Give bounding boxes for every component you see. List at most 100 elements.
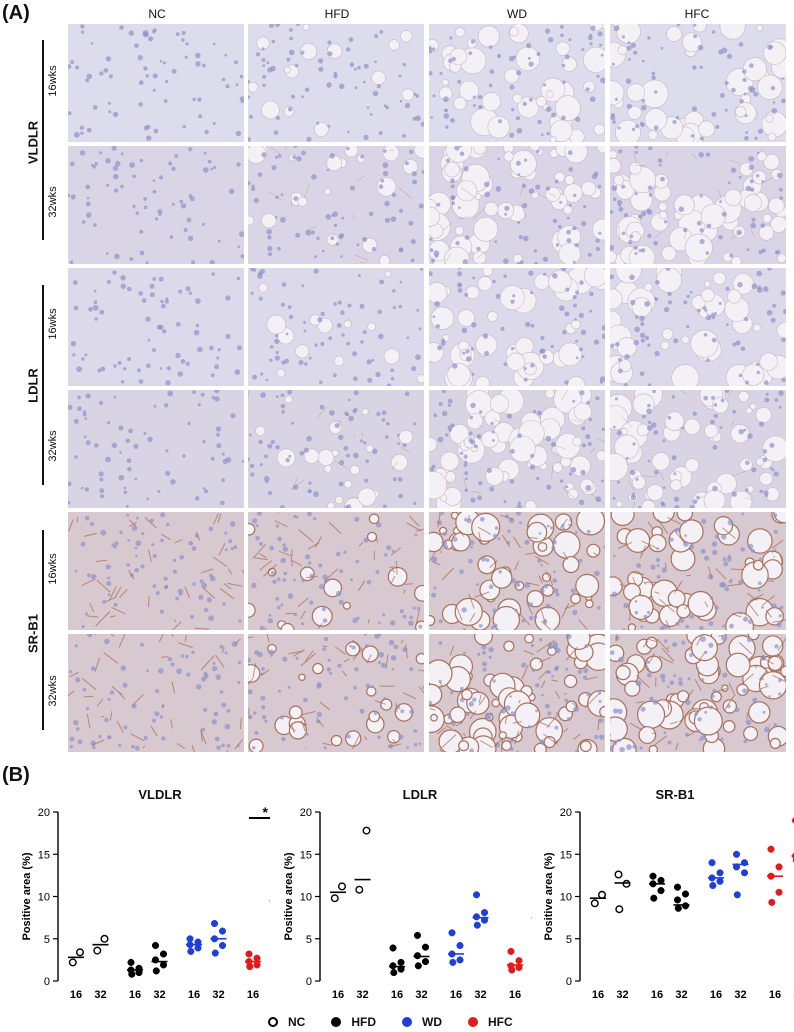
data-point-wd-16: [448, 929, 456, 937]
data-point-hfd-32: [681, 902, 690, 910]
x-tick-label: 32: [734, 989, 746, 1000]
data-point-nc-16: [337, 882, 346, 891]
data-point-wd-32: [740, 869, 749, 877]
data-point-wd-32: [732, 850, 741, 858]
stain-bracket-vldlr: [42, 40, 44, 240]
significance-marker: *: [263, 804, 269, 820]
column-header-hfd: HFD: [324, 7, 350, 21]
column-header-nc: NC: [148, 7, 166, 21]
histology-image-srb1-32-wd: [429, 634, 605, 752]
data-point-wd-16: [456, 941, 464, 950]
data-point-hfd-32: [414, 962, 422, 970]
data-point-hfd-32: [673, 896, 682, 904]
x-tick-label: 16: [769, 989, 781, 1000]
data-point-nc-32: [622, 879, 631, 888]
legend-item-wd: WD: [402, 1015, 442, 1029]
chart-legend: NC HFD WD HFC: [268, 1015, 513, 1029]
histology-image-ldlr-32-wd: [429, 390, 605, 508]
y-tick-label: 10: [300, 892, 312, 904]
data-point-nc-16: [75, 948, 84, 957]
data-point-hfd-16: [390, 969, 398, 977]
data-point-hfd-32: [152, 967, 160, 975]
data-point-nc-32: [362, 826, 371, 835]
data-point-hfd-32: [681, 890, 690, 898]
y-tick-label: 15: [300, 849, 312, 861]
y-tick-label: 20: [300, 807, 312, 819]
data-point-hfd-16: [657, 887, 665, 895]
data-point-hfd-32: [159, 950, 168, 958]
data-point-hfc-16: [515, 957, 523, 965]
y-tick-label: 20: [38, 807, 50, 819]
data-point-wd-16: [716, 877, 724, 885]
y-tick-label: 15: [560, 849, 572, 861]
data-point-hfc-16: [767, 845, 775, 853]
data-point-nc-32: [100, 934, 109, 943]
x-tick-label: 16: [247, 989, 259, 1000]
data-point-wd-32: [733, 891, 741, 899]
data-point-wd-32: [472, 913, 481, 921]
time-label-srb1-16: 16wks: [47, 553, 59, 585]
histology-image-vldlr-32-hfd: [248, 146, 424, 264]
open-circle-icon: [268, 1017, 278, 1027]
data-point-hfc-16: [775, 888, 783, 896]
data-point-nc-16: [330, 894, 339, 903]
time-label-srb1-32: 32wks: [47, 675, 59, 707]
data-point-hfd-32: [421, 943, 430, 951]
chart-title-srb1: SR-B1: [655, 787, 695, 802]
data-point-wd-32: [218, 927, 227, 935]
y-tick-label: 0: [566, 976, 572, 988]
panel-a-label: (A): [2, 2, 30, 24]
data-point-nc-32: [615, 905, 624, 914]
data-point-hfd-16: [650, 894, 658, 902]
histology-image-ldlr-16-wd: [429, 268, 605, 386]
data-point-hfd-16: [649, 872, 657, 880]
data-point-wd-32: [480, 909, 489, 917]
data-point-hfd-32: [421, 958, 430, 966]
data-point-wd-32: [473, 921, 481, 929]
data-point-wd-16: [716, 869, 724, 877]
histology-image-srb1-32-hfd: [248, 634, 424, 752]
y-tick-label: 5: [566, 934, 572, 946]
legend-item-nc: NC: [268, 1015, 305, 1029]
histology-image-ldlr-32-hfd: [248, 390, 424, 508]
legend-label-hfc: HFC: [488, 1015, 513, 1029]
histology-image-vldlr-32-wd: [429, 146, 605, 264]
data-point-wd-16: [456, 956, 464, 964]
x-tick-label: 16: [651, 989, 663, 1000]
x-tick-label: 16: [188, 989, 200, 1000]
histology-image-srb1-16-nc: [68, 512, 244, 630]
time-label-vldlr-32: 32wks: [47, 186, 59, 218]
stain-label-vldlr: VLDLR: [25, 120, 41, 165]
histology-image-srb1-16-hfd: [248, 512, 424, 630]
y-tick-label: 15: [38, 849, 50, 861]
data-point-hfc-16: [245, 950, 253, 958]
histology-image-ldlr-16-nc: [68, 268, 244, 386]
x-tick-label: 16: [70, 989, 82, 1000]
x-tick-label: 32: [94, 989, 106, 1000]
data-point-hfd-32: [673, 883, 682, 891]
y-tick-label: 0: [44, 976, 50, 988]
data-point-wd-16: [186, 935, 194, 943]
data-point-hfd-32: [674, 904, 682, 912]
data-point-nc-16: [597, 890, 606, 899]
chart-title-ldlr: LDLR: [402, 787, 438, 802]
data-point-hfd-16: [127, 958, 135, 966]
y-axis-label-vldlr: Positive area (%): [21, 852, 33, 940]
y-tick-label: 10: [560, 892, 572, 904]
time-label-ldlr-32: 32wks: [47, 430, 59, 462]
x-tick-label: 32: [415, 989, 427, 1000]
data-point-hfd-16: [657, 876, 665, 884]
data-point-hfc-16: [507, 962, 515, 970]
data-point-hfd-16: [389, 962, 397, 970]
chart-title-vldlr: VLDLR: [138, 787, 182, 802]
x-tick-label: 32: [474, 989, 486, 1000]
stain-bracket-ldlr: [42, 285, 44, 485]
histology-image-srb1-32-nc: [68, 634, 244, 752]
y-axis-label-ldlr: Positive area (%): [283, 852, 295, 940]
data-point-wd-16: [449, 958, 457, 966]
histology-image-vldlr-16-hfd: [248, 24, 424, 142]
data-point-hfc-16: [253, 954, 261, 962]
histology-image-ldlr-16-hfd: [248, 268, 424, 386]
legend-item-hfc: HFC: [468, 1015, 513, 1029]
data-point-hfc-16: [775, 863, 783, 871]
